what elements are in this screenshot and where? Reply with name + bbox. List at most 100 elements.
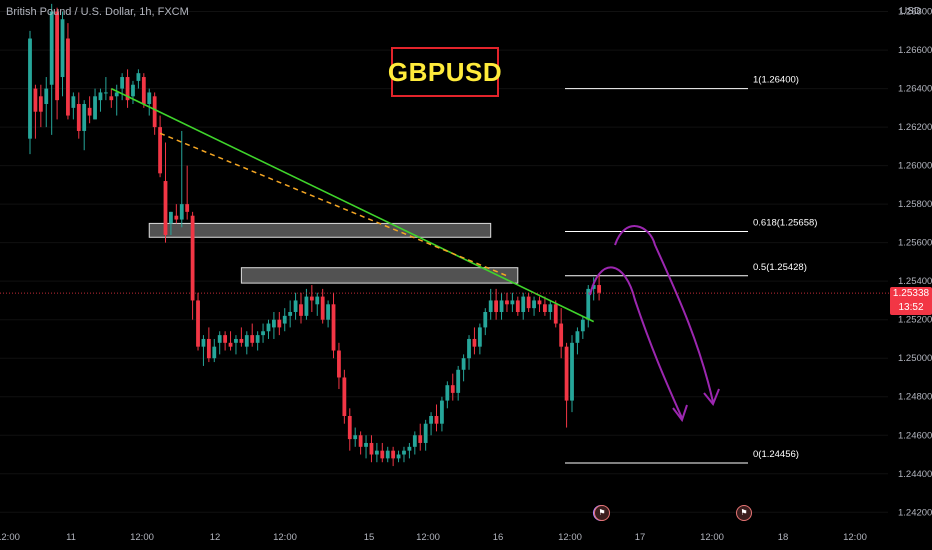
candle-body: [87, 107, 92, 116]
candle-body: [60, 19, 65, 78]
candle-body: [467, 338, 471, 359]
candle-body: [320, 296, 325, 320]
candle-body: [120, 77, 125, 89]
resistance-zones: [148, 222, 519, 284]
candle-body: [234, 338, 238, 343]
y-tick-label: 1.25000: [898, 353, 932, 364]
current-price: 1.25338: [892, 288, 930, 299]
candle-body: [532, 300, 536, 309]
candle-body: [537, 300, 542, 305]
candle-body: [326, 304, 330, 320]
candle-body: [543, 304, 547, 312]
y-tick-label: 1.24600: [898, 430, 932, 441]
candle-body: [304, 296, 309, 316]
candle-body: [206, 338, 211, 359]
y-tick-label: 1.25800: [898, 199, 932, 210]
title-annotation: GBPUSD: [387, 47, 503, 97]
candle-body: [109, 96, 114, 101]
fibonacci-levels: 1(1.26400) 0.618(1.25658) 0.5(1.25428) 0(1.…: [565, 75, 817, 464]
chart-axes: 1.26800 1.26600 1.26400 1.26200 1.26000 1.258…: [0, 7, 932, 543]
candle-body: [429, 416, 433, 424]
candle-body: [337, 350, 341, 378]
y-tick-label: 1.24400: [898, 469, 932, 480]
x-tick-label: 12: [210, 532, 221, 543]
candle-body: [272, 319, 276, 328]
candle-body: [597, 285, 601, 293]
candle-body: [450, 385, 455, 393]
candle-body: [212, 346, 217, 359]
candle-body: [472, 338, 477, 347]
candle-body: [299, 304, 303, 316]
y-tick-label: 1.25200: [898, 315, 932, 326]
projection-path-short: [589, 266, 683, 419]
candle-body: [580, 319, 585, 332]
candle-body: [418, 435, 423, 443]
candle-body: [342, 377, 347, 416]
candle-body: [49, 11, 54, 85]
y-tick-label: 1.26400: [898, 84, 932, 95]
trend-lines: [110, 87, 595, 323]
fib-level-label: 1(1.26400): [753, 75, 799, 86]
candle-body: [152, 96, 157, 128]
candle-body: [261, 331, 265, 336]
candle-body: [223, 335, 228, 343]
candle-body: [380, 450, 385, 459]
candle-body: [174, 215, 179, 220]
candle-body: [315, 296, 320, 305]
candle-body: [71, 96, 76, 108]
x-tick-label: 15: [364, 532, 375, 543]
us-flag-event-icon[interactable]: ⚑: [736, 505, 752, 521]
candle-body: [461, 358, 466, 370]
candle-body: [553, 304, 558, 324]
title-text: GBPUSD: [387, 56, 503, 87]
candle-body: [55, 11, 59, 101]
y-tick-label: 1.26200: [898, 122, 932, 133]
y-tick-label: 1.26000: [898, 161, 932, 172]
candle-body: [575, 331, 580, 343]
y-tick-label: 1.24800: [898, 392, 932, 403]
candle-body: [548, 304, 553, 312]
candle-body: [38, 96, 43, 112]
candle-body: [179, 204, 184, 220]
candlestick-series: [28, 3, 601, 467]
candle-body: [434, 416, 439, 424]
projection-arrowhead: [703, 388, 720, 406]
candle-body: [564, 346, 569, 401]
x-tick-label: 12:00: [700, 532, 724, 543]
candle-body: [499, 300, 504, 312]
candle-body: [190, 215, 195, 301]
candle-body: [141, 77, 146, 104]
candle-body: [158, 127, 162, 174]
candle-body: [331, 304, 336, 351]
x-tick-label: 12:00: [558, 532, 582, 543]
x-tick-label: 16: [493, 532, 504, 543]
current-price-tag: 1.25338 13:52: [890, 287, 932, 315]
x-tick-label: 12:00: [416, 532, 440, 543]
candle-body: [163, 181, 168, 235]
candle-body: [353, 435, 358, 440]
candle-body: [570, 342, 574, 401]
candle-body: [66, 38, 70, 116]
y-tick-label: 1.26800: [898, 7, 932, 18]
candle-body: [201, 338, 206, 347]
candle-body: [396, 454, 401, 459]
candle-body: [217, 335, 222, 343]
candle-body: [93, 96, 97, 120]
candle-body: [266, 323, 271, 332]
candle-body: [98, 92, 103, 101]
candle-body: [358, 435, 363, 447]
candle-body: [374, 450, 379, 455]
symbol-label[interactable]: British Pound / U.S. Dollar, 1h, FXCM: [6, 6, 189, 18]
candle-body: [385, 450, 390, 459]
bar-countdown: 13:52: [898, 302, 924, 313]
us-flag-event-icon[interactable]: ⚑: [594, 505, 610, 521]
fib-level-label: 0.618(1.25658): [753, 217, 817, 228]
candle-body: [591, 285, 596, 289]
candle-body: [521, 296, 526, 312]
candle-body: [440, 400, 444, 424]
fib-level-label: 0.5(1.25428): [753, 262, 807, 273]
y-tick-label: 1.24200: [898, 507, 932, 518]
candle-body: [250, 335, 255, 343]
candle-body: [445, 385, 450, 401]
candle-body: [494, 300, 499, 312]
